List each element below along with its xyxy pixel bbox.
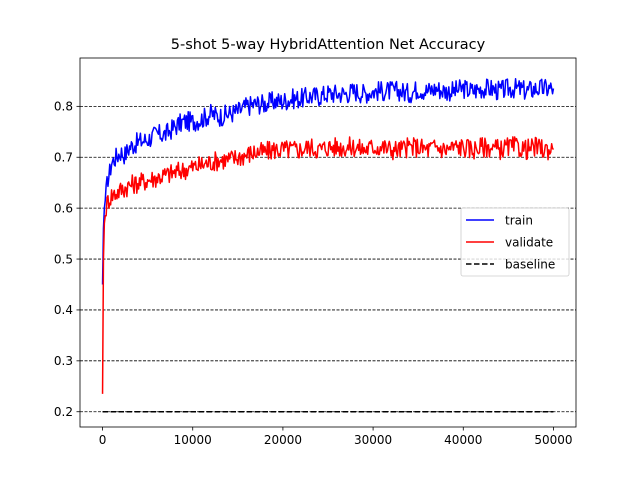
y-tick-label: 0.4 <box>54 303 73 317</box>
x-tick-label: 40000 <box>444 433 482 447</box>
axes-frame <box>79 57 577 428</box>
series-line-train <box>101 78 555 285</box>
y-tick-label: 0.3 <box>54 354 73 368</box>
y-tick-label: 0.5 <box>54 252 73 266</box>
series-group <box>101 78 555 413</box>
x-tick-label: 10000 <box>174 433 212 447</box>
y-tick-label: 0.6 <box>54 201 73 215</box>
legend-label-validate: validate <box>505 236 553 250</box>
legend-label-baseline: baseline <box>505 258 555 272</box>
y-tick-label: 0.7 <box>54 151 73 165</box>
y-tick-label: 0.2 <box>54 405 73 419</box>
y-tick-label: 0.8 <box>54 100 73 114</box>
series-line-validate <box>101 136 555 394</box>
legend: train validate baseline <box>460 207 570 277</box>
legend-box <box>460 207 570 277</box>
x-tick-label: 30000 <box>354 433 392 447</box>
chart-title: 5-shot 5-way HybridAttention Net Accurac… <box>171 37 486 53</box>
x-tick-label: 0 <box>99 433 107 447</box>
legend-label-train: train <box>505 214 533 228</box>
x-tick-label: 20000 <box>264 433 302 447</box>
plot-area: 0 10000 20000 30000 40000 50000 0.2 0.3 0.4 0.5 0.… <box>54 57 577 447</box>
x-tick-label: 50000 <box>534 433 572 447</box>
